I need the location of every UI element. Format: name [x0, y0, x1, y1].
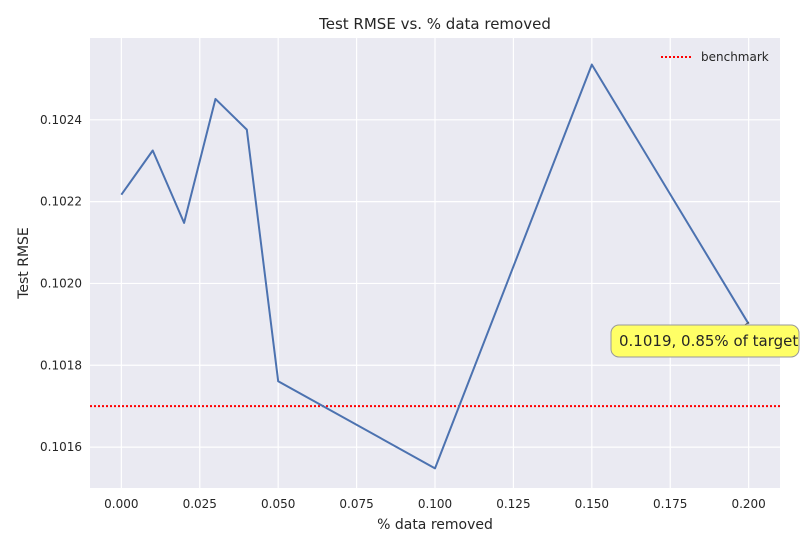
annotation: 0.1019, 0.85% of target — [610, 321, 800, 358]
y-axis-label: Test RMSE — [16, 227, 32, 300]
x-tick-label: 0.000 — [104, 497, 138, 511]
x-tick-label: 0.050 — [261, 497, 295, 511]
y-tick-label: 0.1018 — [40, 358, 82, 372]
x-tick-label: 0.125 — [496, 497, 530, 511]
y-tick-label: 0.1020 — [40, 276, 82, 290]
x-tick-label: 0.075 — [339, 497, 373, 511]
x-tick-label: 0.175 — [653, 497, 687, 511]
x-tick-label: 0.200 — [731, 497, 765, 511]
chart-title: Test RMSE vs. % data removed — [318, 15, 551, 33]
annotation-label: 0.1019, 0.85% of target — [619, 332, 798, 350]
y-tick-label: 0.1022 — [40, 195, 82, 209]
legend-benchmark-label: benchmark — [701, 50, 769, 64]
y-tick-label: 0.1024 — [40, 113, 82, 127]
x-tick-label: 0.150 — [575, 497, 609, 511]
x-tick-label: 0.025 — [183, 497, 217, 511]
annotation-box — [610, 324, 800, 358]
legend: benchmark — [661, 50, 769, 64]
tick-labels: 0.000 0.025 0.050 0.075 0.100 0.125 0.150 0.175… — [40, 113, 766, 511]
series-line — [120, 63, 750, 470]
x-tick-label: 0.100 — [418, 497, 452, 511]
x-axis-label: % data removed — [377, 517, 493, 533]
grid-lines — [90, 38, 780, 488]
y-tick-label: 0.1016 — [40, 440, 82, 454]
series-layer — [90, 63, 780, 470]
